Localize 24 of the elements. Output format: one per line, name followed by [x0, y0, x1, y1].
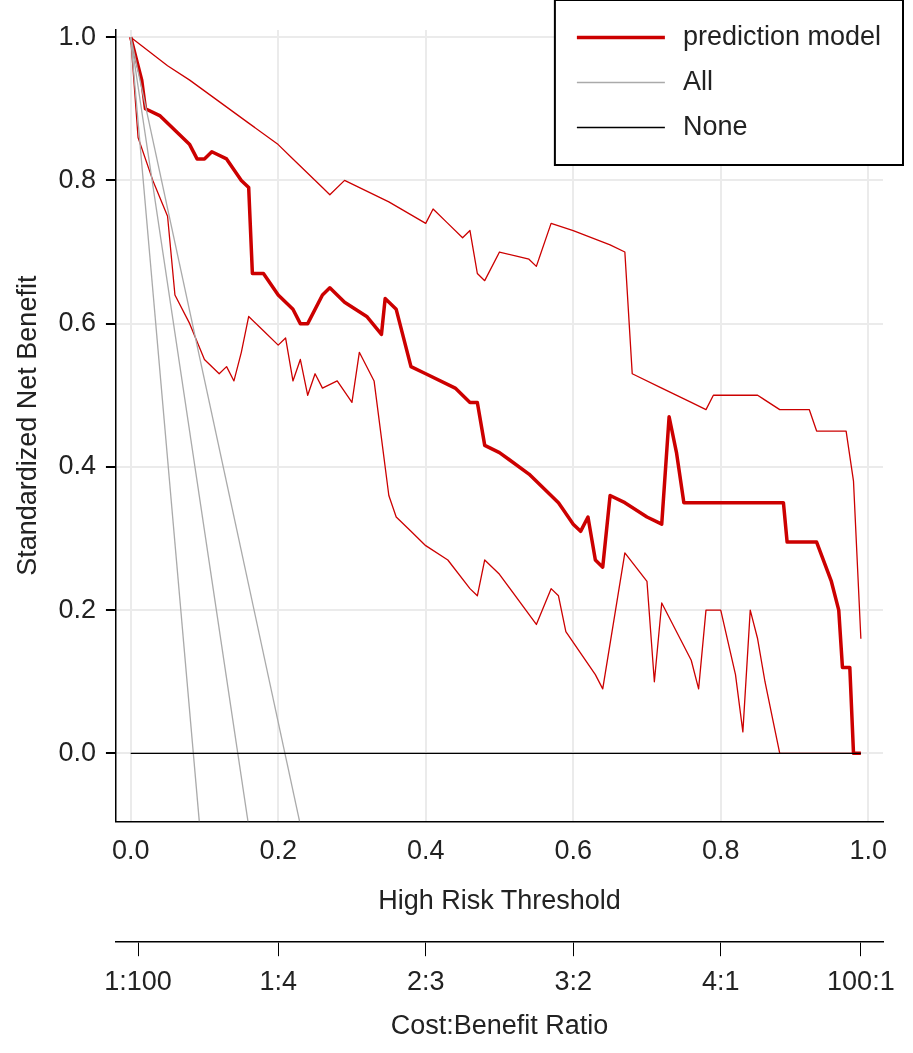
annotation: 100:1 [827, 965, 895, 996]
annotation: 3:2 [554, 965, 592, 996]
y-axis-title: Standardized Net Benefit [11, 275, 42, 576]
legend-label: prediction model [682, 20, 882, 51]
legend-label: All [682, 65, 713, 96]
y-tick-label: 0.2 [58, 593, 96, 624]
x-tick-label: 1.0 [849, 835, 888, 866]
x2-axis-title: Cost:Benefit Ratio [390, 1010, 609, 1041]
x-tick-label: 0.0 [111, 835, 150, 866]
y-tick-label: 1.0 [58, 20, 96, 51]
annotation: 1:4 [259, 965, 297, 996]
x-tick-label: 0.8 [701, 835, 740, 866]
x-tick-label: 0.2 [259, 835, 297, 866]
x-tick-label: 0.4 [406, 835, 445, 866]
y-tick-label: 0.4 [58, 450, 96, 481]
y-tick-label: 0.8 [58, 163, 96, 194]
x-tick-label: 0.6 [554, 835, 592, 866]
annotation: 2:3 [406, 965, 445, 996]
y-tick-label: 0.0 [58, 736, 96, 767]
legend-label: None [682, 110, 748, 141]
annotation: 1:100 [104, 965, 172, 996]
x-axis-title: High Risk Threshold [378, 885, 621, 916]
annotation: 4:1 [701, 965, 740, 996]
y-tick-label: 0.6 [58, 307, 96, 338]
